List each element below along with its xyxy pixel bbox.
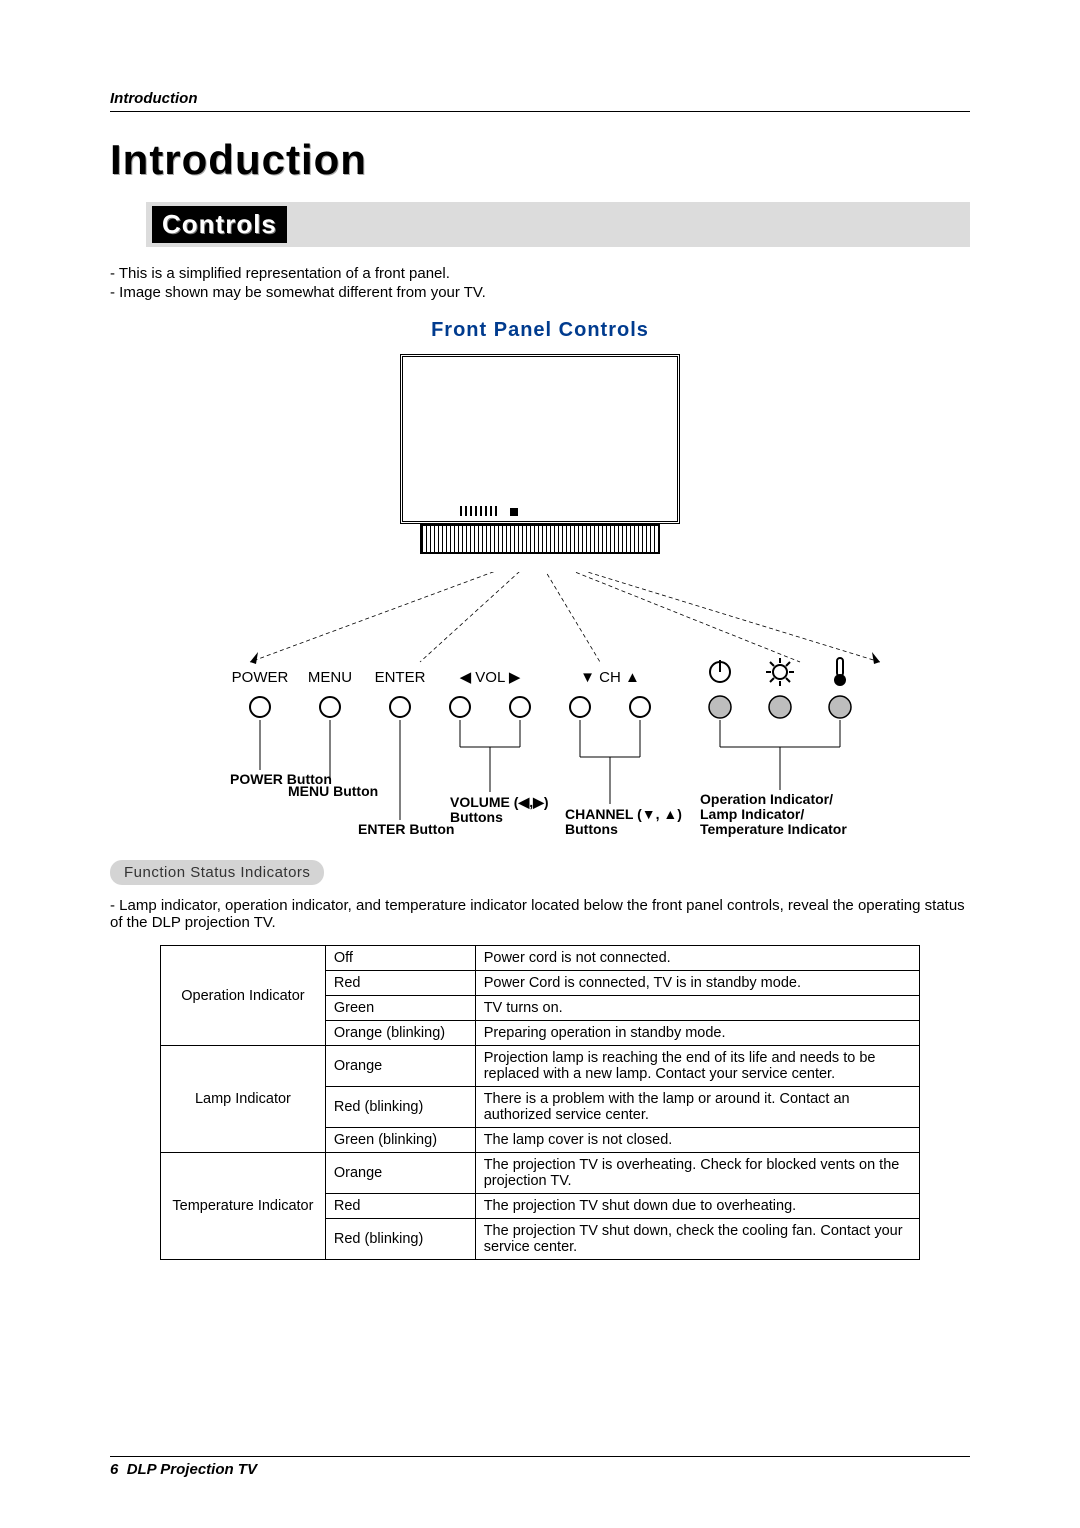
footer-doc-title: DLP Projection TV xyxy=(127,1461,257,1478)
desc-cell: The projection TV is overheating. Check … xyxy=(475,1153,919,1194)
desc-cell: The lamp cover is not closed. xyxy=(475,1128,919,1153)
state-cell: Orange (blinking) xyxy=(325,1021,475,1046)
callout-channel-l2: Buttons xyxy=(565,821,618,837)
callout-ind-l1: Operation Indicator/ xyxy=(700,791,833,807)
callout-enter: ENTER Button xyxy=(358,821,454,837)
fsi-intro: - Lamp indicator, operation indicator, a… xyxy=(110,897,970,931)
state-cell: Orange xyxy=(325,1153,475,1194)
tv-speaker-grille xyxy=(420,524,660,554)
svg-text:CHANNEL (▼, ▲): CHANNEL (▼, ▲) xyxy=(565,806,682,822)
controls-bar: Controls xyxy=(146,202,970,247)
table-row: Operation Indicator Off Power cord is no… xyxy=(161,946,920,971)
desc-cell: Power cord is not connected. xyxy=(475,946,919,971)
label-enter: ENTER xyxy=(375,669,426,686)
vol-down-button-icon xyxy=(450,697,470,717)
svg-text:VOLUME (◀,▶): VOLUME (◀,▶) xyxy=(450,794,549,810)
front-panel-controls-diagram: POWER MENU ENTER ◀ VOL ▶ ▼ CH ▲ xyxy=(110,572,970,842)
callout-menu: MENU Button xyxy=(288,783,378,799)
vol-up-button-icon xyxy=(510,697,530,717)
svg-text:Buttons: Buttons xyxy=(565,821,618,837)
temperature-indicator-led xyxy=(829,696,851,718)
enter-button-icon xyxy=(390,697,410,717)
desc-cell: The projection TV shut down due to overh… xyxy=(475,1194,919,1219)
operation-indicator-led xyxy=(709,696,731,718)
callout-ind-l2: Lamp Indicator/ xyxy=(700,806,804,822)
callout-volume-l1: VOLUME (◀,▶) xyxy=(450,794,549,810)
indicator-table: Operation Indicator Off Power cord is no… xyxy=(160,945,920,1260)
group-cell: Temperature Indicator xyxy=(161,1153,326,1260)
note-line: - This is a simplified representation of… xyxy=(110,265,970,282)
callout-channel-l1: CHANNEL (▼, ▲) xyxy=(565,806,682,822)
page-title: Introduction xyxy=(110,136,970,184)
svg-text:Buttons: Buttons xyxy=(450,809,503,825)
menu-button-icon xyxy=(320,697,340,717)
label-menu: MENU xyxy=(308,669,352,686)
ch-down-button-icon xyxy=(570,697,590,717)
state-cell: Red xyxy=(325,1194,475,1219)
state-cell: Green (blinking) xyxy=(325,1128,475,1153)
temp-icon xyxy=(834,658,846,686)
lamp-indicator-led xyxy=(769,696,791,718)
note-line: - Image shown may be somewhat different … xyxy=(110,284,970,301)
state-cell: Red (blinking) xyxy=(325,1219,475,1260)
group-cell: Lamp Indicator xyxy=(161,1046,326,1153)
power-icon xyxy=(710,660,730,682)
desc-cell: There is a problem with the lamp or arou… xyxy=(475,1087,919,1128)
table-row: Temperature Indicator Orange The project… xyxy=(161,1153,920,1194)
ch-up-button-icon xyxy=(630,697,650,717)
state-cell: Red xyxy=(325,971,475,996)
callout-ind-l3: Temperature Indicator xyxy=(700,821,847,837)
table-row: Lamp Indicator Orange Projection lamp is… xyxy=(161,1046,920,1087)
callout-volume-l2: Buttons xyxy=(450,809,503,825)
tv-screen xyxy=(400,354,680,524)
desc-cell: TV turns on. xyxy=(475,996,919,1021)
page-number: 6 xyxy=(110,1461,118,1478)
fsi-heading-pill: Function Status Indicators xyxy=(110,860,324,885)
desc-cell: Projection lamp is reaching the end of i… xyxy=(475,1046,919,1087)
lamp-icon xyxy=(766,658,794,686)
state-cell: Red (blinking) xyxy=(325,1087,475,1128)
intro-notes: - This is a simplified representation of… xyxy=(110,265,970,301)
running-header: Introduction xyxy=(110,90,970,112)
state-cell: Green xyxy=(325,996,475,1021)
tv-ir-window xyxy=(460,506,500,516)
desc-cell: Power Cord is connected, TV is in standb… xyxy=(475,971,919,996)
tv-illustration xyxy=(400,354,680,564)
tv-sensor-dot xyxy=(510,508,518,516)
label-ch: ▼ CH ▲ xyxy=(580,669,640,686)
desc-cell: Preparing operation in standby mode. xyxy=(475,1021,919,1046)
group-cell: Operation Indicator xyxy=(161,946,326,1046)
desc-cell: The projection TV shut down, check the c… xyxy=(475,1219,919,1260)
page-footer: 6 DLP Projection TV xyxy=(110,1456,970,1478)
controls-svg: POWER MENU ENTER ◀ VOL ▶ ▼ CH ▲ xyxy=(160,572,920,842)
controls-heading: Controls xyxy=(152,206,287,243)
state-cell: Off xyxy=(325,946,475,971)
state-cell: Orange xyxy=(325,1046,475,1087)
front-panel-heading: Front Panel Controls xyxy=(110,319,970,342)
label-power: POWER xyxy=(232,669,289,686)
label-vol: ◀ VOL ▶ xyxy=(460,669,521,686)
power-button-icon xyxy=(250,697,270,717)
